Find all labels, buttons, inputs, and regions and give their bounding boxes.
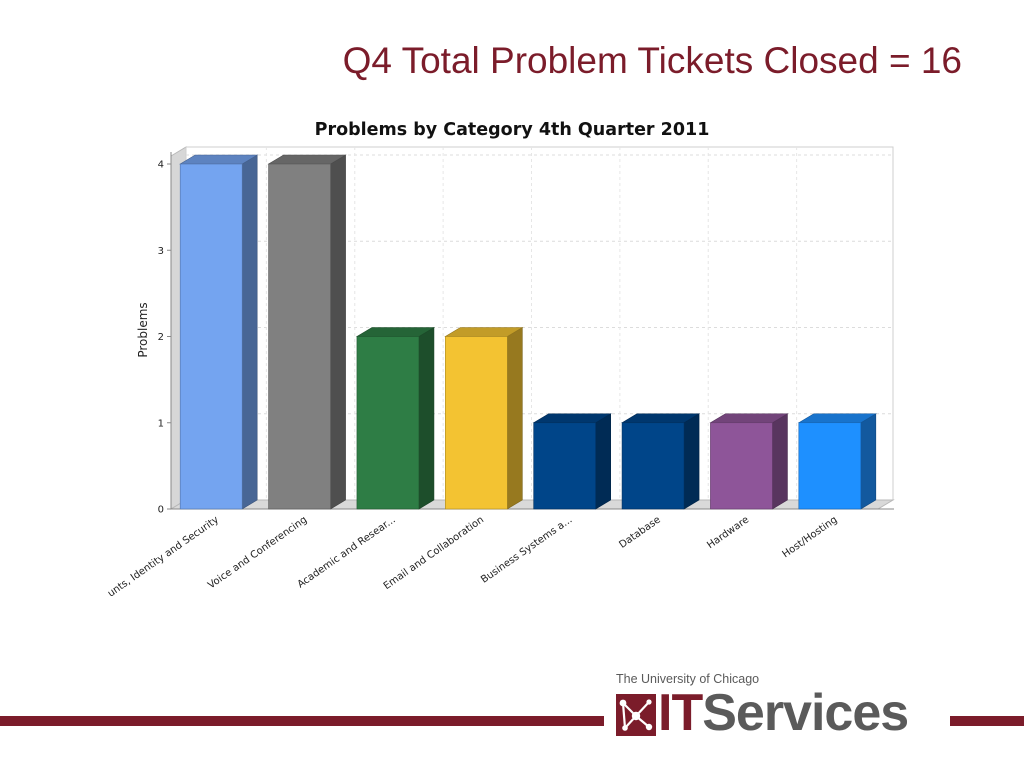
x-tick-label: Host/Hosting — [780, 514, 839, 560]
bar-side — [507, 326, 523, 510]
bar-side — [595, 413, 611, 510]
y-tick-label: 2 — [158, 332, 164, 343]
logo-university-text: The University of Chicago — [616, 672, 760, 686]
logo-wordmark: ITServices — [658, 682, 909, 744]
bar — [532, 413, 612, 510]
logo-services-text: Services — [702, 684, 909, 742]
bar-side — [418, 326, 435, 510]
bars — [179, 154, 877, 510]
slide-title: Q4 Total Problem Tickets Closed = 16 — [342, 40, 962, 81]
bar-chart: Problems by Category 4th Quarter 2011 0 1… — [106, 120, 895, 600]
network-mark-icon — [616, 694, 656, 736]
it-services-logo: The University of Chicago ITServices — [614, 672, 954, 742]
bar-front — [356, 336, 420, 510]
footer-bar-left — [0, 716, 604, 726]
footer-bar-right — [950, 716, 1024, 726]
bar-front — [533, 422, 596, 510]
x-tick-label: unts, Identity and Security — [106, 514, 221, 599]
bar-side — [683, 413, 700, 510]
bar — [797, 413, 877, 510]
bar — [620, 413, 701, 510]
bar-side — [772, 413, 788, 510]
bar-front — [445, 336, 508, 510]
bar — [355, 326, 436, 510]
y-tick-label: 4 — [158, 160, 164, 171]
bar-side — [241, 154, 258, 510]
bar-side — [860, 413, 877, 510]
bar — [444, 326, 524, 510]
y-tick-label: 3 — [158, 246, 164, 257]
bar-front — [179, 163, 243, 510]
bar-front — [798, 422, 862, 510]
bar — [709, 413, 789, 510]
bar-front — [710, 422, 773, 510]
x-tick-label: Hardware — [705, 514, 751, 551]
x-tick-label: Email and Collaboration — [382, 514, 486, 592]
y-tick-label: 1 — [158, 418, 164, 429]
bar — [267, 154, 347, 510]
bar-front — [268, 163, 331, 510]
logo-it-text: IT — [658, 684, 703, 742]
bar-side — [330, 154, 346, 510]
y-axis-label: Problems — [136, 302, 150, 357]
bar-front — [621, 422, 685, 510]
x-tick-label: Voice and Conferencing — [206, 514, 309, 591]
y-tick-label: 0 — [158, 505, 164, 516]
bar — [179, 154, 259, 510]
chart-title: Problems by Category 4th Quarter 2011 — [315, 120, 710, 140]
x-tick-label: Business Systems a... — [479, 514, 574, 585]
x-tick-label: Academic and Resear... — [296, 514, 398, 590]
x-tick-label: Database — [617, 514, 662, 550]
